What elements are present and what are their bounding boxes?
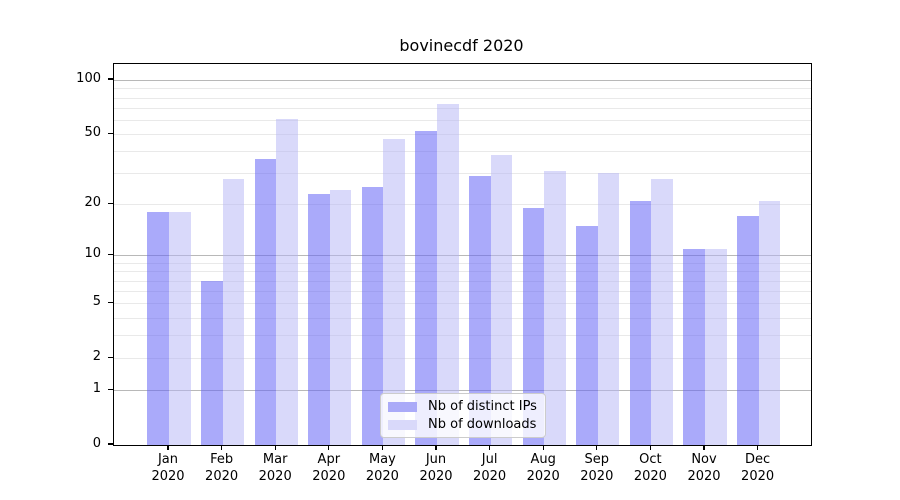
bar-ips-jun [415,131,437,445]
minor-gridline [114,88,811,90]
legend-item: Nb of downloads [388,417,537,432]
minor-gridline [114,280,811,282]
y-tick [108,78,113,80]
x-tick [274,445,276,450]
legend: Nb of distinct IPs Nb of downloads [380,393,546,438]
x-tick [435,445,437,450]
bar-ips-apr [308,193,330,445]
bar-downloads-nov [705,248,727,445]
minor-gridline [114,107,811,109]
minor-gridline [114,97,811,99]
bar-downloads-jul [490,155,513,445]
y-tick [108,356,113,358]
y-tick-label: 20 [84,195,101,211]
x-tick-label: Nov 2020 [687,452,721,484]
x-tick [221,445,223,450]
x-tick [649,445,651,450]
x-tick-label: Apr 2020 [312,452,346,484]
legend-item-label: Nb of downloads [428,417,537,432]
x-tick [328,445,330,450]
legend-swatch [388,401,417,412]
x-tick [381,445,383,450]
y-tick-label: 5 [92,294,101,310]
y-tick [108,132,113,134]
y-tick [108,443,113,445]
x-tick [703,445,705,450]
bar-ips-nov [683,248,705,445]
x-tick-label: Mar 2020 [258,452,292,484]
bar-downloads-aug [544,170,566,445]
x-tick-label: Jan 2020 [151,452,185,484]
bar-ips-feb [201,280,223,445]
y-tick-label: 2 [92,349,101,365]
minor-gridline [114,173,811,175]
minor-gridline [114,358,811,360]
bar-downloads-sep [597,173,620,445]
x-tick-label: Feb 2020 [205,452,239,484]
x-tick [489,445,491,450]
x-tick-label: Aug 2020 [526,452,560,484]
y-tick-label: 10 [84,246,101,262]
bar-ips-jul [469,176,491,445]
major-gridline [114,80,811,81]
minor-gridline [114,262,811,264]
x-tick [167,445,169,450]
x-tick [757,445,759,450]
y-tick-label: 0 [92,436,101,451]
x-tick-label: Jul 2020 [473,452,507,484]
bar-downloads-jun [437,103,459,445]
plot-area [113,63,812,446]
minor-gridline [114,335,811,337]
bar-ips-aug [522,208,545,445]
bar-downloads-jan [169,212,191,445]
bar-ips-oct [629,200,652,445]
bar-ips-mar [254,159,277,445]
x-tick-label: Jun 2020 [419,452,453,484]
minor-gridline [114,119,811,121]
y-tick [108,301,113,303]
major-gridline [114,390,811,392]
legend-item-label: Nb of distinct IPs [428,399,537,414]
y-tick [108,253,113,255]
minor-gridline [114,303,811,305]
minor-gridline [114,317,811,319]
x-tick-label: Dec 2020 [741,452,775,484]
minor-gridline [114,204,811,206]
y-tick-label: 1 [92,381,101,397]
y-tick [108,202,113,204]
minor-gridline [114,291,811,293]
bar-ips-dec [737,216,759,445]
x-tick-label: May 2020 [365,452,399,484]
bar-downloads-apr [329,190,352,445]
chart-title: bovinecdf 2020 [399,36,524,55]
major-gridline [114,255,811,257]
bar-ips-sep [576,225,598,445]
bar-downloads-may [383,138,405,445]
minor-gridline [114,271,811,273]
y-tick-label: 100 [76,71,101,86]
x-tick [596,445,598,450]
bar-ips-may [361,187,384,445]
bar-downloads-dec [758,200,781,445]
bar-downloads-oct [651,178,673,445]
y-tick [108,388,113,390]
minor-gridline [114,151,811,153]
x-tick-label: Oct 2020 [633,452,667,484]
bar-downloads-mar [276,118,298,445]
bar-ips-jan [147,212,169,445]
bar-downloads-feb [222,178,245,445]
x-tick [542,445,544,450]
y-tick-label: 50 [84,125,101,141]
legend-item: Nb of distinct IPs [388,399,537,414]
legend-swatch [388,419,417,430]
x-tick-label: Sep 2020 [580,452,614,484]
minor-gridline [114,134,811,136]
